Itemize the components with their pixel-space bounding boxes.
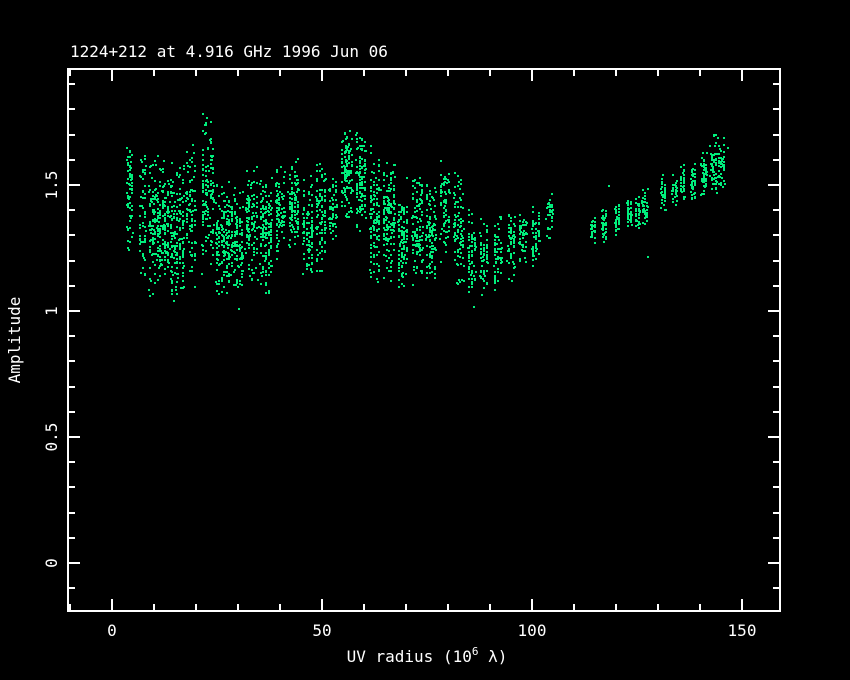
y-axis-label: Amplitude — [5, 297, 24, 384]
visibility-points — [126, 113, 729, 310]
x-tick-label: 0 — [107, 621, 117, 640]
plot-title: 1224+212 at 4.916 GHz 1996 Jun 06 — [70, 42, 388, 61]
y-tick-label: 0.5 — [42, 423, 61, 452]
axis-ticks — [69, 70, 779, 610]
x-tick-label: 150 — [728, 621, 757, 640]
axis-tick-labels: 0 50 100 150 0 0.5 1 1.5 — [42, 171, 756, 640]
x-tick-label: 50 — [312, 621, 331, 640]
plot-frame — [67, 68, 781, 612]
y-tick-label: 1 — [42, 306, 61, 316]
data-points — [126, 113, 729, 310]
x-axis-label-prefix: UV radius (10 — [347, 647, 472, 666]
x-axis-label-suffix: λ) — [478, 647, 507, 666]
y-tick-label: 0 — [42, 558, 61, 568]
x-axis-label-exponent: 6 — [472, 645, 479, 658]
x-tick-label: 100 — [518, 621, 547, 640]
y-tick-label: 1.5 — [42, 171, 61, 200]
x-axis-label: UV radius (106 λ) — [347, 645, 508, 666]
